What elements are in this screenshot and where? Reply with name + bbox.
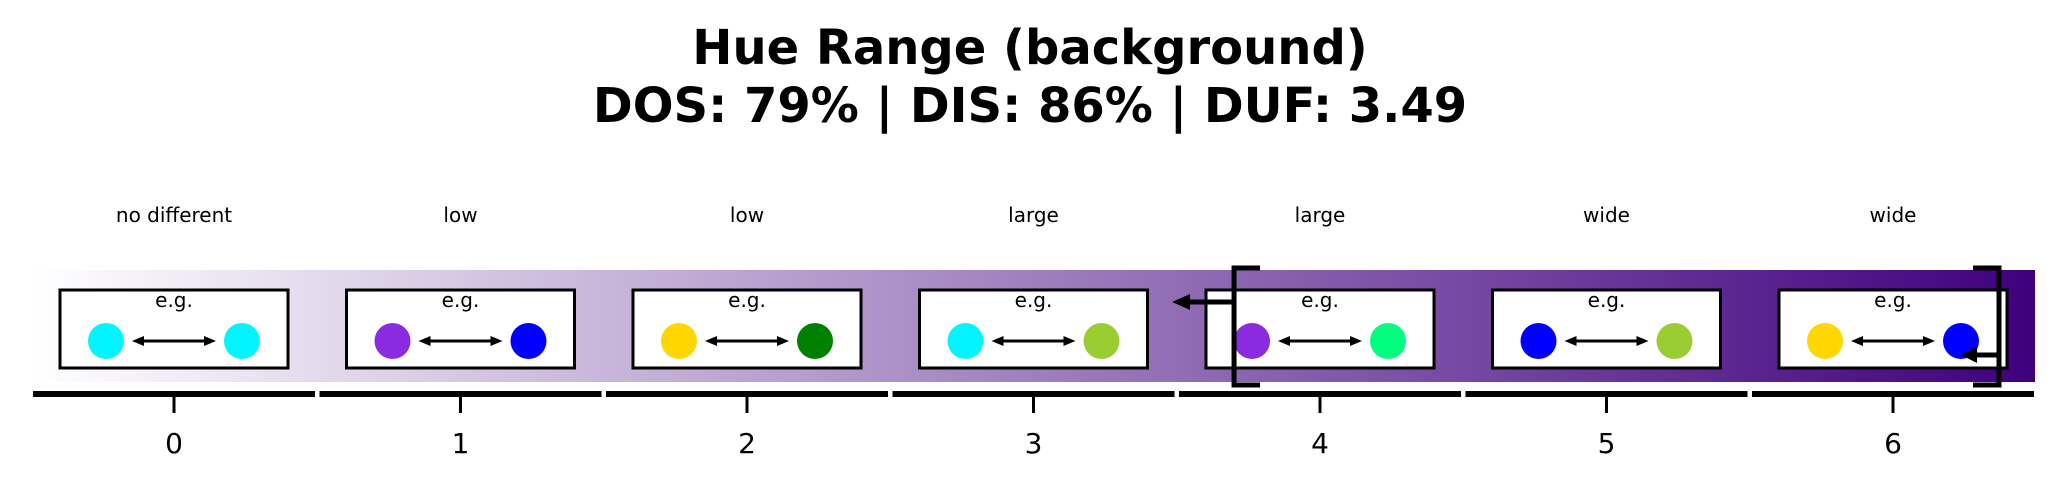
example-label: e.g.: [1874, 288, 1912, 312]
double-arrow-head-right: [1063, 336, 1076, 346]
scale-cell-0: no different e.g. 0: [33, 203, 315, 460]
scale-cell-2: low e.g. 2: [606, 203, 888, 460]
double-arrow-head-left: [991, 336, 1004, 346]
scale-cell-4: large e.g. 4: [1179, 203, 1461, 460]
category-label: low: [443, 203, 477, 227]
bracket-right: [1973, 265, 2002, 388]
right-color-swatch: [224, 323, 260, 359]
double-arrow-head-right: [1636, 336, 1649, 346]
category-label: low: [730, 203, 764, 227]
bracket-left: [1231, 265, 1261, 388]
range-arrow-right-head: [1961, 347, 1978, 363]
example-label: e.g.: [1588, 288, 1626, 312]
tick-label: 5: [1598, 427, 1616, 460]
tick-label: 1: [452, 427, 470, 460]
double-arrow-head-right: [1350, 336, 1362, 346]
double-arrow-head-right: [777, 336, 789, 346]
double-arrow-head-right: [490, 336, 503, 346]
double-arrow-head-left: [705, 336, 717, 346]
scale-cell-1: low e.g. 1: [319, 203, 602, 460]
right-color-swatch: [1370, 323, 1406, 359]
tick-label: 6: [1884, 427, 1902, 460]
double-arrow-head-right: [204, 336, 216, 346]
left-color-swatch: [1234, 323, 1270, 359]
double-arrow-head-left: [418, 336, 431, 346]
left-color-swatch: [1520, 323, 1557, 359]
chart-subtitle: DOS: 79% | DIS: 86% | DUF: 3.49: [593, 78, 1467, 134]
category-label: large: [1008, 203, 1059, 227]
range-arrow-left-head: [1172, 294, 1191, 310]
scale-cell-3: large e.g. 3: [892, 203, 1175, 460]
category-label: large: [1295, 203, 1346, 227]
tick-label: 4: [1311, 427, 1329, 460]
left-color-swatch: [374, 323, 411, 359]
left-color-swatch: [661, 323, 697, 359]
left-color-swatch: [1807, 323, 1843, 359]
tick-label: 2: [738, 427, 756, 460]
right-color-swatch: [797, 323, 833, 359]
double-arrow-head-left: [1564, 336, 1577, 346]
right-color-swatch: [1083, 323, 1120, 359]
right-color-swatch: [1943, 323, 1979, 359]
right-color-swatch: [1656, 323, 1693, 359]
double-arrow-head-left: [1851, 336, 1863, 346]
example-label: e.g.: [442, 288, 480, 312]
chart-title: Hue Range (background): [692, 20, 1367, 76]
example-label: e.g.: [1015, 288, 1053, 312]
example-label: e.g.: [155, 288, 193, 312]
left-color-swatch: [88, 323, 124, 359]
example-label: e.g.: [1301, 288, 1339, 312]
right-color-swatch: [510, 323, 547, 359]
double-arrow-head-left: [132, 336, 144, 346]
category-label: wide: [1583, 203, 1630, 227]
category-label: no different: [116, 203, 232, 227]
scale-cell-6: wide e.g. 6: [1752, 203, 2034, 460]
category-label: wide: [1870, 203, 1917, 227]
left-color-swatch: [947, 323, 984, 359]
tick-label: 0: [165, 427, 183, 460]
tick-label: 3: [1025, 427, 1043, 460]
double-arrow-head-left: [1278, 336, 1290, 346]
double-arrow-head-right: [1923, 336, 1935, 346]
example-label: e.g.: [728, 288, 766, 312]
scale-cell-5: wide e.g. 5: [1465, 203, 1748, 460]
